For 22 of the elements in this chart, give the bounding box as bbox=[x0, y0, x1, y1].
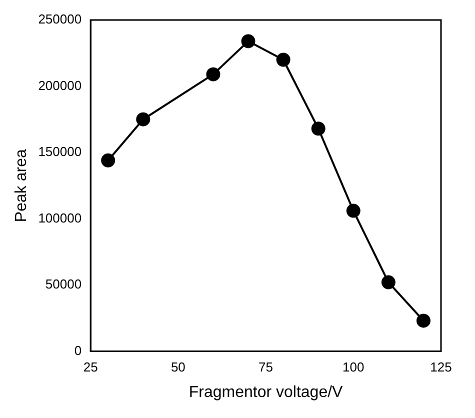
y-tick-label: 250000 bbox=[38, 12, 82, 27]
x-tick-label: 125 bbox=[430, 360, 452, 375]
y-tick-label: 50000 bbox=[45, 276, 82, 292]
point bbox=[136, 112, 150, 126]
point bbox=[346, 204, 360, 218]
point bbox=[381, 275, 396, 290]
y-tick-label: 100000 bbox=[38, 210, 82, 226]
point bbox=[101, 153, 116, 168]
y-tick-label: 200000 bbox=[38, 78, 82, 93]
x-tick-label: 50 bbox=[170, 360, 186, 375]
y-tick-label: 0 bbox=[74, 342, 82, 358]
point bbox=[241, 34, 256, 48]
x-axis-title: Fragmentor voltage/V bbox=[188, 384, 344, 401]
x-tick-label: 75 bbox=[258, 360, 274, 375]
x-tick-label: 100 bbox=[342, 360, 364, 375]
y-axis-title: Peak area bbox=[13, 149, 30, 222]
point bbox=[276, 52, 290, 67]
point bbox=[206, 67, 220, 82]
y-tick-label: 150000 bbox=[38, 144, 82, 160]
point bbox=[311, 122, 326, 136]
point bbox=[416, 314, 430, 328]
x-tick-label: 25 bbox=[83, 360, 98, 375]
